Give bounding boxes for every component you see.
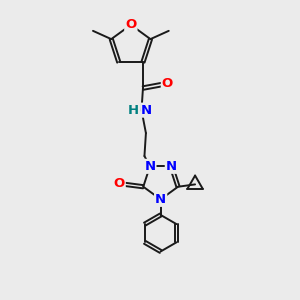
Text: N: N [141,103,152,117]
Text: O: O [113,177,125,190]
Text: O: O [125,18,136,32]
Text: N: N [144,160,155,173]
Text: H: H [128,103,139,117]
Text: N: N [155,193,166,206]
Text: O: O [162,77,173,90]
Text: N: N [166,160,177,173]
